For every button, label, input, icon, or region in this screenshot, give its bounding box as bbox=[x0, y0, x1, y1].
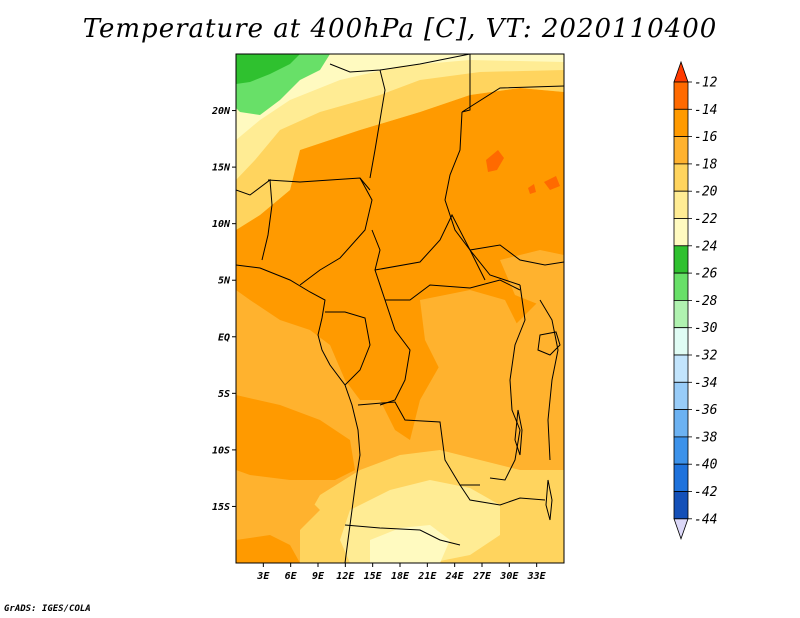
colorbar-box-2 bbox=[673, 136, 689, 165]
map-title: Temperature at 400hPa [C], VT: 202011040… bbox=[82, 14, 718, 44]
contour-band-12-a bbox=[486, 150, 504, 172]
lon-tick-label: 21E bbox=[417, 571, 437, 582]
contour-band-14-sw bbox=[236, 395, 355, 480]
colorbar-label: -22 bbox=[694, 212, 718, 227]
colorbar-box-5 bbox=[673, 218, 689, 247]
colorbar-label: -44 bbox=[694, 512, 717, 527]
contour-band-14 bbox=[236, 88, 564, 440]
colorbar-box-3 bbox=[673, 163, 689, 192]
border-east-1 bbox=[539, 299, 559, 461]
lat-tick-label: 5N bbox=[218, 276, 231, 287]
colorbar-label: -12 bbox=[694, 76, 718, 91]
colorbar-box-8 bbox=[673, 299, 689, 329]
contour-band-12-b bbox=[544, 176, 560, 190]
contour-band-16-sw bbox=[236, 480, 320, 538]
contour-band-16-c bbox=[420, 290, 520, 370]
lat-tick-label: 15N bbox=[212, 163, 231, 174]
border-egypt-sudan bbox=[461, 54, 564, 113]
contour-band-14-s bbox=[236, 535, 300, 563]
border-cameroon-car bbox=[371, 229, 386, 301]
lon-tick-label: 12E bbox=[336, 571, 355, 582]
colorbar-label: -42 bbox=[694, 485, 718, 500]
coastline bbox=[236, 264, 361, 563]
colorbar-label: -40 bbox=[694, 458, 718, 473]
border-congo-drc bbox=[379, 299, 411, 406]
border-drc-north bbox=[385, 279, 521, 301]
temperature-field bbox=[236, 54, 564, 563]
colorbar-label: -26 bbox=[694, 267, 718, 282]
colorbar-labels: -12 -14 -16 -18 -20 -22 -24 -26 -28 -30 -32 -34 -36 -… bbox=[688, 76, 718, 527]
country-borders bbox=[236, 54, 564, 563]
lon-tick-label: 27E bbox=[472, 571, 492, 582]
colorbar-label: -34 bbox=[694, 376, 717, 391]
colorbar-bottom-arrow bbox=[673, 518, 689, 541]
border-nigeria-cameroon bbox=[299, 177, 373, 286]
colorbar-box-14 bbox=[673, 463, 689, 492]
lake-malawi bbox=[545, 479, 553, 521]
contour-band-12-c bbox=[528, 184, 536, 194]
lat-tick-label: 10S bbox=[212, 445, 230, 456]
border-zambia bbox=[459, 484, 546, 506]
colorbar-label: -18 bbox=[694, 157, 718, 172]
colorbar-label: -28 bbox=[694, 294, 718, 309]
lon-tick-label: 30E bbox=[499, 571, 519, 582]
colorbar-box-1 bbox=[673, 108, 689, 138]
colorbar-box-0 bbox=[673, 81, 689, 110]
longitude-axis: 3E 6E 9E 12E 15E 18E 21E 24E 27E 30E 33E bbox=[256, 563, 547, 582]
colorbar-top-arrow bbox=[673, 60, 689, 83]
colorbar-box-13 bbox=[673, 436, 689, 465]
colorbar-box-6 bbox=[673, 245, 689, 274]
colorbar-box-12 bbox=[673, 409, 689, 438]
lon-tick-label: 3E bbox=[256, 571, 270, 582]
colorbar-box-4 bbox=[673, 190, 689, 219]
colorbar-label: -30 bbox=[694, 321, 718, 336]
lon-tick-label: 6E bbox=[285, 571, 298, 582]
latitude-axis: 20N 15N 10N 5N EQ 5S 10S 15S bbox=[211, 106, 236, 513]
border-drc-east bbox=[489, 284, 526, 481]
border-congo-gabon bbox=[325, 311, 371, 386]
contour-band-24-nw bbox=[236, 54, 300, 84]
lon-tick-label: 18E bbox=[391, 571, 410, 582]
lat-tick-label: 10N bbox=[212, 219, 231, 230]
lon-tick-label: 15E bbox=[364, 571, 383, 582]
lon-tick-label: 9E bbox=[312, 571, 325, 582]
lon-tick-label: 33E bbox=[527, 571, 547, 582]
colorbar-label: -38 bbox=[694, 430, 718, 445]
credit-text: GrADS: IGES/COLA bbox=[4, 604, 91, 614]
colorbar-box-7 bbox=[673, 272, 689, 301]
colorbar-label: -32 bbox=[694, 349, 718, 364]
border-angola-namibia bbox=[344, 524, 461, 546]
lat-tick-label: EQ bbox=[218, 332, 230, 343]
border-niger-nigeria bbox=[267, 177, 371, 191]
colorbar-boxes bbox=[673, 60, 689, 541]
colorbar-label: -36 bbox=[694, 403, 718, 418]
lat-tick-label: 20N bbox=[211, 106, 231, 117]
border-west-africa bbox=[236, 179, 273, 261]
lake-victoria bbox=[537, 331, 561, 356]
contour-band-16-e bbox=[500, 250, 564, 305]
colorbar-label: -14 bbox=[694, 103, 717, 118]
colorbar-box-9 bbox=[673, 327, 689, 356]
colorbar-box-10 bbox=[673, 354, 689, 383]
colorbar-label: -20 bbox=[694, 185, 718, 200]
lon-tick-label: 24E bbox=[445, 571, 465, 582]
border-sudan-south bbox=[469, 244, 564, 266]
colorbar-box-15 bbox=[673, 491, 689, 520]
lat-tick-label: 5S bbox=[218, 389, 230, 400]
contour-band-22-n bbox=[236, 54, 564, 140]
border-niger-chad bbox=[329, 54, 471, 73]
colorbar-label: -16 bbox=[694, 130, 718, 145]
lake-tanganyika bbox=[514, 409, 523, 456]
border-car-congo bbox=[374, 213, 521, 286]
colorbar-box-11 bbox=[673, 381, 689, 410]
border-libya-chad bbox=[369, 69, 386, 179]
colorbar-label: -24 bbox=[694, 239, 717, 254]
lat-tick-label: 15S bbox=[212, 502, 230, 513]
